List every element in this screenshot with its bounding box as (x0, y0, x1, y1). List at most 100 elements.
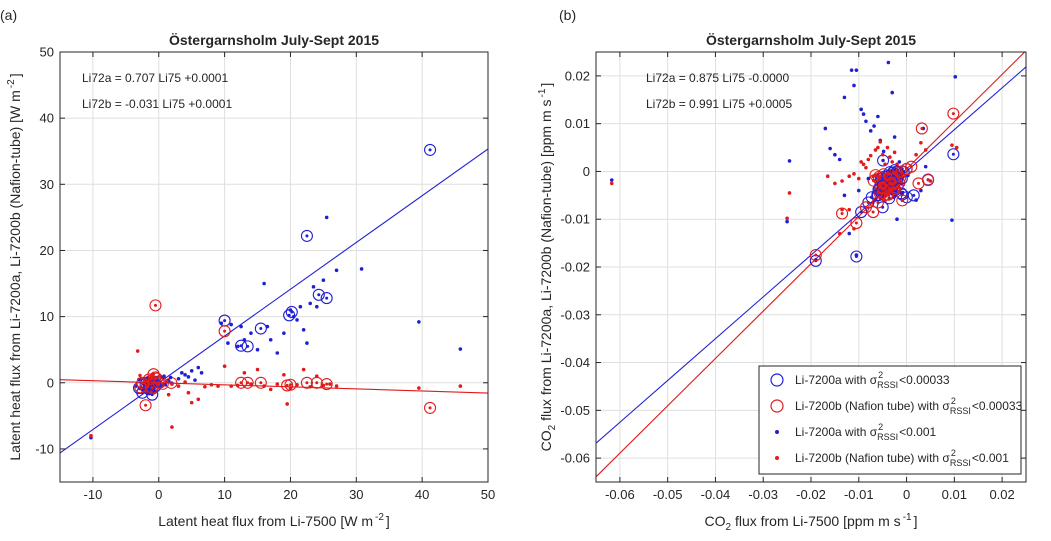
chart-title: Östergarnsholm July-Sept 2015 (169, 32, 379, 48)
data-point-center (325, 296, 329, 300)
x-tick-label: 0 (155, 487, 162, 502)
data-point (268, 337, 273, 342)
data-point (334, 268, 339, 273)
y-tick-label: 0 (583, 164, 590, 179)
data-point (199, 371, 204, 375)
data-point (186, 375, 191, 379)
data-point-center (285, 383, 289, 387)
data-point (458, 347, 463, 351)
label-part: 2 (547, 424, 558, 430)
data-point-ring (241, 340, 254, 353)
data-point (828, 146, 832, 151)
data-point-center (223, 319, 227, 323)
data-point-ring (149, 299, 162, 312)
legend-entry-label: Li-7200a with σ2 RSSI<0.001 (795, 422, 937, 442)
data-point-ring (890, 170, 904, 183)
axes-frame (59, 51, 489, 483)
data-point (242, 371, 247, 375)
x-tick-label: 50 (481, 487, 495, 502)
data-point-center (305, 381, 309, 385)
label-part: -1 (537, 88, 548, 97)
data-point (877, 175, 881, 179)
data-point (840, 207, 844, 212)
data-point-ring (915, 122, 928, 135)
y-tick-label: -0.02 (560, 260, 590, 275)
data-point-ring (285, 305, 298, 319)
x-tick-label: -0.04 (701, 487, 731, 502)
data-point-ring (912, 177, 925, 190)
x-tick-label: -0.01 (844, 487, 874, 502)
data-point (864, 165, 868, 170)
data-point (864, 119, 868, 124)
label-part: 2 (726, 522, 732, 533)
data-point (193, 378, 197, 382)
y-tick-label: 40 (40, 111, 54, 126)
data-point (324, 215, 329, 220)
label-part: -1 (903, 512, 912, 523)
legend-entry-label: Li-7200b (Nafion tube) with σ2 RSSI<0.001 (795, 448, 1009, 468)
data-point-ring (855, 206, 868, 219)
data-point-ring (871, 196, 884, 209)
data-point (842, 95, 847, 100)
data-point-ring (254, 376, 267, 389)
data-point (868, 153, 873, 158)
data-point-ring (424, 401, 437, 414)
data-point-center (876, 201, 880, 204)
x-tick-label: 0.01 (942, 487, 967, 502)
data-point (164, 379, 169, 384)
data-point (954, 145, 959, 150)
data-point (209, 382, 214, 387)
data-point (895, 217, 899, 222)
data-point-center (288, 383, 292, 387)
regression-line-li7200a (60, 148, 488, 454)
data-point (919, 140, 923, 145)
data-point-ring (905, 160, 918, 173)
x-tick-label: 20 (283, 487, 297, 502)
plot-content (60, 143, 488, 454)
x-tick-label: 0.02 (989, 487, 1014, 502)
data-point (866, 157, 871, 162)
data-point-ring (241, 376, 254, 389)
data-point (882, 172, 887, 177)
data-point (196, 397, 201, 402)
legend-marker-ring (770, 399, 784, 413)
label-part: ] (914, 513, 918, 529)
label-part: ] (386, 513, 390, 529)
x-tick-label: -0.03 (748, 487, 778, 502)
data-point (856, 176, 861, 181)
data-point-ring (424, 143, 437, 156)
label-part: flux from Li-7500 [ppm m s (731, 513, 901, 529)
x-tick-label: -10 (84, 487, 103, 502)
data-point (166, 392, 171, 397)
data-point (897, 160, 902, 164)
data-point (268, 387, 273, 392)
panel-label: (a) (0, 7, 17, 23)
data-point-ring (809, 249, 822, 262)
data-point-ring (254, 322, 267, 335)
data-point (189, 369, 194, 373)
legend-marker-dot (775, 456, 779, 460)
data-point (787, 191, 792, 195)
data-point (847, 207, 852, 212)
data-point (881, 158, 885, 163)
data-point-center (854, 221, 858, 225)
data-point (876, 145, 880, 150)
data-point-ring (300, 229, 313, 242)
data-point-ring (320, 292, 333, 305)
label-part: Latent heat flux from Li-7200a, Li-7200b… (7, 90, 23, 460)
data-point (833, 181, 837, 186)
data-point (176, 377, 181, 381)
label-part: ] (538, 83, 554, 87)
label-part: RSSI (877, 380, 898, 390)
data-point-center (864, 205, 868, 209)
y-axis-label: CO2 flux from Li-7200a, Li-7200b (Nafion… (537, 83, 558, 452)
data-point-center (150, 386, 154, 390)
label-part: <0.00033 (972, 399, 1023, 413)
data-point (189, 400, 194, 405)
data-point (89, 433, 93, 438)
data-point (609, 181, 614, 186)
data-point (885, 145, 890, 150)
y-tick-label: 0 (47, 375, 54, 390)
data-point-center (144, 403, 148, 407)
